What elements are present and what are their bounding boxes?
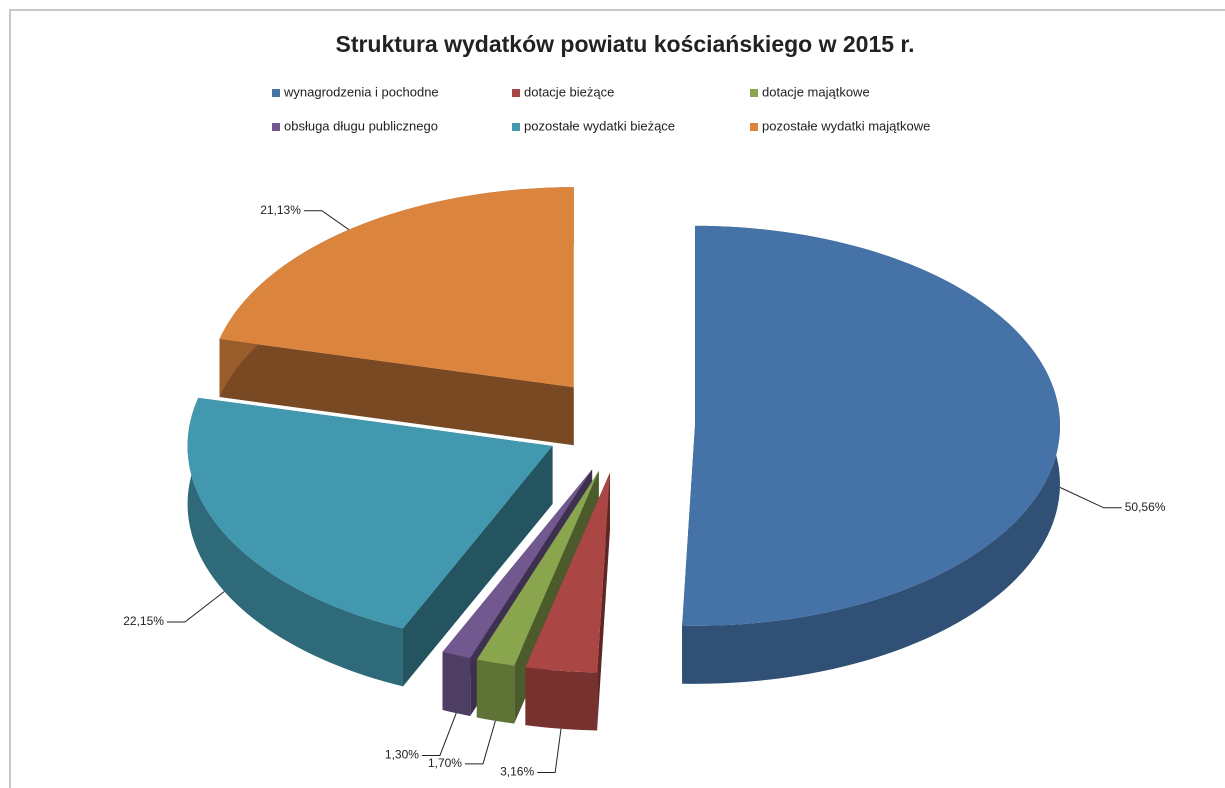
slice-side bbox=[402, 445, 553, 687]
slice bbox=[219, 187, 574, 388]
chart-title: Struktura wydatków powiatu kościańskiego… bbox=[335, 31, 914, 57]
slice bbox=[525, 472, 610, 673]
legend-swatch bbox=[272, 123, 280, 131]
data-label: 50,56% bbox=[1125, 500, 1166, 514]
legend-label: obsługa długu publicznego bbox=[284, 118, 438, 133]
data-label: 21,13% bbox=[260, 203, 301, 217]
pie bbox=[187, 187, 1060, 731]
leader-line bbox=[303, 210, 350, 231]
leader-line bbox=[464, 720, 496, 765]
slice-wall bbox=[187, 397, 403, 687]
leader-line bbox=[166, 591, 225, 623]
legend-label: pozostałe wydatki majątkowe bbox=[762, 118, 930, 133]
legend-label: dotacje bieżące bbox=[524, 84, 614, 99]
leader-line bbox=[537, 728, 562, 774]
legend-swatch bbox=[750, 89, 758, 97]
legend-swatch bbox=[750, 123, 758, 131]
data-label: 3,16% bbox=[500, 765, 534, 779]
slice bbox=[187, 397, 553, 629]
legend-swatch bbox=[512, 123, 520, 131]
data-label: 1,70% bbox=[428, 756, 462, 770]
slice-wall bbox=[442, 651, 471, 717]
slice bbox=[682, 225, 1060, 626]
slice-side bbox=[442, 469, 593, 710]
slice bbox=[476, 471, 599, 666]
legend-label: wynagrodzenia i pochodne bbox=[283, 84, 439, 99]
slice bbox=[442, 469, 593, 659]
legend-swatch bbox=[272, 89, 280, 97]
slice-wall bbox=[476, 659, 515, 724]
leader-line bbox=[1059, 486, 1122, 509]
data-label: 1,30% bbox=[385, 748, 419, 762]
slice-side bbox=[219, 339, 574, 446]
slice-wall bbox=[525, 667, 598, 731]
legend-label: dotacje majątkowe bbox=[762, 84, 870, 99]
legend-swatch bbox=[512, 89, 520, 97]
legend-label: pozostałe wydatki bieżące bbox=[524, 118, 675, 133]
data-label: 22,15% bbox=[123, 614, 164, 628]
leader-line bbox=[421, 713, 457, 756]
